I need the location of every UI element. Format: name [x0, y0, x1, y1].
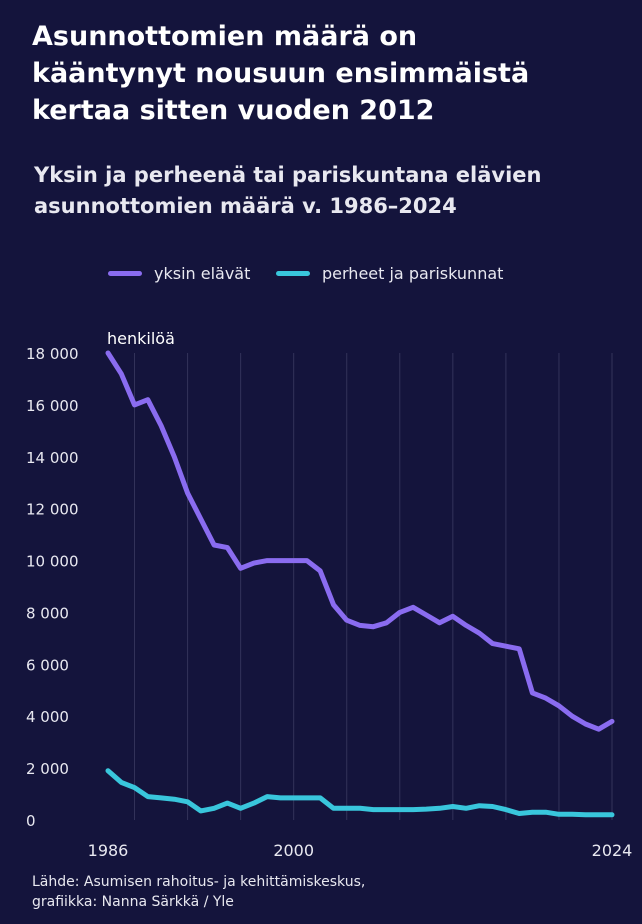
series-line-yksin: [105, 350, 615, 732]
title-line: Asunnottomien määrä on: [32, 21, 418, 52]
legend-item-yksin: yksin elävät: [108, 264, 250, 283]
series-line-perheet: [105, 768, 615, 818]
x-axis-ticks: 1986 2000 2024: [88, 841, 633, 860]
y-tick-label: 2 000: [26, 760, 69, 778]
source-line: grafiikka: Nanna Särkkä / Yle: [32, 894, 234, 910]
title-line: kertaa sitten vuoden 2012: [32, 95, 435, 126]
y-tick-label: 12 000: [26, 501, 79, 519]
y-tick-label: 0: [26, 812, 36, 830]
line-chart: 0 2 000 4 000 6 000 8 000 10 000 12 000 14 000 1…: [26, 329, 633, 860]
y-tick-label: 10 000: [26, 553, 79, 571]
x-tick-label: 2024: [592, 841, 633, 860]
source-note: Lähde: Asumisen rahoitus- ja kehittämisk…: [32, 872, 612, 912]
grid: [134, 353, 613, 820]
subtitle-line: Yksin ja perheenä tai pariskuntana elävi…: [34, 163, 542, 187]
source-line: Lähde: Asumisen rahoitus- ja kehittämisk…: [32, 874, 366, 890]
x-tick-label: 1986: [88, 841, 129, 860]
y-axis-ticks: 0 2 000 4 000 6 000 8 000 10 000 12 000 14 000 1…: [26, 345, 79, 830]
series-lines: [105, 350, 615, 818]
chart-subtitle: Yksin ja perheenä tai pariskuntana elävi…: [34, 160, 624, 222]
unit-label: henkilöä: [107, 329, 175, 348]
title-line: kääntynyt nousuun ensimmäistä: [32, 58, 530, 89]
legend-swatch-yksin: [108, 271, 142, 276]
y-tick-label: 6 000: [26, 656, 69, 674]
y-tick-label: 18 000: [26, 345, 79, 363]
y-tick-label: 8 000: [26, 604, 69, 622]
legend-item-perheet: perheet ja pariskunnat: [276, 264, 503, 283]
chart-legend: yksin elävät perheet ja pariskunnat: [0, 264, 642, 288]
y-tick-label: 14 000: [26, 449, 79, 467]
legend-label-perheet: perheet ja pariskunnat: [322, 264, 504, 283]
legend-label-yksin: yksin elävät: [154, 264, 251, 283]
chart-title: Asunnottomien määrä on kääntynyt nousuun…: [32, 18, 622, 129]
x-tick-label: 2000: [273, 841, 314, 860]
y-tick-label: 16 000: [26, 397, 79, 415]
subtitle-line: asunnottomien määrä v. 1986–2024: [34, 194, 457, 218]
y-tick-label: 4 000: [26, 708, 69, 726]
legend-swatch-perheet: [276, 271, 310, 276]
